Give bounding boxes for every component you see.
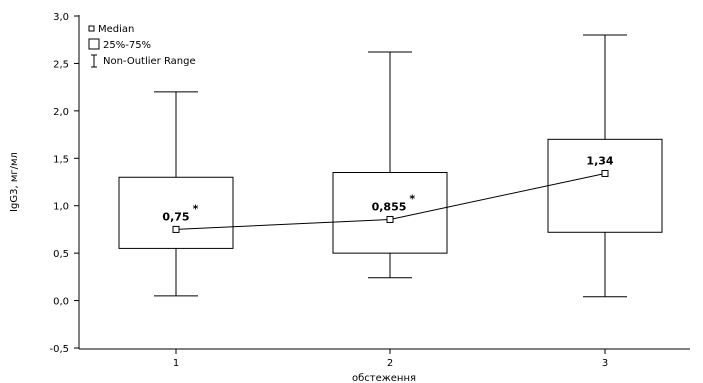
box-group-1 (118, 91, 234, 297)
median-marker (601, 169, 609, 177)
box-group-3 (547, 34, 663, 298)
y-tick-label: 0,0 (53, 297, 69, 308)
iqr-box (118, 176, 234, 249)
median-value-label: 0,855 (372, 200, 407, 213)
legend-whisker-label: Non-Outlier Range (103, 56, 196, 67)
legend-median-label: Median (98, 24, 134, 35)
iqr-box (547, 138, 663, 233)
box-series (118, 34, 663, 298)
median-value-label: 0,75 (162, 210, 189, 223)
y-tick-label: 1,5 (53, 154, 69, 165)
iqr-box (332, 172, 448, 254)
x-tick-label: 3 (602, 358, 608, 369)
legend-box-marker (88, 38, 100, 50)
x-tick-label: 2 (387, 358, 393, 369)
plot-frame (78, 15, 690, 350)
y-tick-label: 2,5 (53, 59, 69, 70)
y-tick-label: 3,0 (53, 12, 69, 23)
y-axis-title: IgG3, мг/мл (9, 152, 20, 212)
data-labels: 0,75* 0,855*1,34 (162, 154, 613, 223)
box-group-2 (332, 51, 448, 279)
significance-asterisk: * (193, 202, 199, 215)
y-tick-label: 1,0 (53, 202, 69, 213)
x-axis-ticks: 1 2 3 (173, 349, 608, 369)
legend-whisker-marker (91, 54, 97, 68)
legend: Median 25%-75% Non-Outlier Range (88, 24, 196, 68)
y-tick-label: 2,0 (53, 107, 69, 118)
median-marker (172, 225, 180, 233)
y-tick-label: -0,5 (49, 344, 69, 355)
median-value-label: 1,34 (586, 154, 613, 167)
median-marker (386, 215, 394, 223)
y-tick-label: 0,5 (53, 249, 69, 260)
legend-median-marker (88, 25, 95, 32)
x-tick-label: 1 (173, 358, 179, 369)
significance-asterisk: * (409, 192, 415, 205)
legend-box-label: 25%-75% (103, 40, 151, 51)
y-axis-ticks: -0,5 0,0 0,5 1,0 1,5 2,0 2,5 3,0 (49, 12, 79, 355)
x-axis-title: обстеження (352, 373, 416, 383)
median-connector (172, 169, 609, 233)
